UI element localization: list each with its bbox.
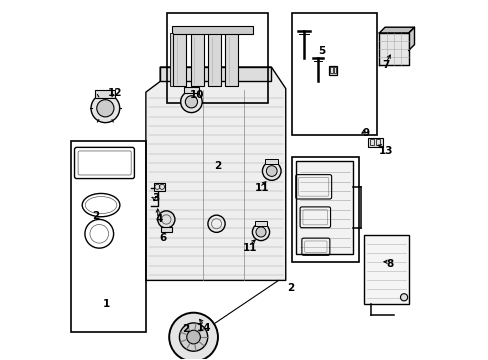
Bar [207, 33, 221, 86]
Text: 2: 2 [214, 161, 221, 171]
Polygon shape [408, 27, 414, 50]
Text: 13: 13 [378, 145, 393, 156]
Text: 10: 10 [189, 90, 204, 100]
Circle shape [400, 294, 407, 301]
Bar [160, 67, 271, 81]
Polygon shape [145, 67, 285, 280]
Circle shape [180, 91, 202, 113]
Bar [291, 157, 359, 262]
Bar [265, 159, 278, 164]
Text: 2: 2 [182, 324, 188, 334]
Polygon shape [379, 33, 408, 64]
Polygon shape [379, 27, 414, 33]
Text: 8: 8 [386, 259, 392, 269]
Bar [70, 140, 145, 332]
Bar [224, 33, 238, 86]
Bar [367, 138, 382, 147]
Circle shape [91, 94, 120, 123]
Bar [172, 26, 252, 34]
Bar [183, 87, 199, 93]
Text: 6: 6 [159, 233, 166, 243]
Bar [190, 33, 203, 86]
Bar [363, 235, 408, 304]
Text: 1: 1 [102, 299, 110, 309]
Bar [369, 139, 373, 145]
Text: 11: 11 [242, 243, 257, 253]
Text: 9: 9 [362, 129, 369, 138]
Circle shape [158, 211, 175, 228]
Bar [291, 13, 376, 135]
Bar [333, 67, 336, 73]
Bar [154, 183, 164, 191]
Text: 3: 3 [152, 193, 159, 203]
Bar [169, 33, 173, 86]
Bar [329, 67, 332, 73]
Text: 2: 2 [92, 211, 99, 221]
Bar [95, 90, 115, 98]
Circle shape [179, 323, 207, 351]
Circle shape [252, 224, 269, 240]
Circle shape [185, 96, 197, 108]
Bar [167, 13, 267, 103]
Text: 11: 11 [254, 183, 268, 193]
Circle shape [97, 100, 114, 117]
Bar [375, 139, 379, 145]
Circle shape [266, 166, 277, 176]
Text: 14: 14 [197, 323, 211, 333]
Text: 4: 4 [155, 215, 163, 224]
Bar [255, 221, 266, 226]
Circle shape [255, 227, 265, 237]
Circle shape [262, 162, 281, 180]
Circle shape [169, 313, 218, 360]
Bar [328, 66, 337, 75]
Text: 7: 7 [382, 60, 389, 70]
Bar [160, 227, 172, 231]
Circle shape [186, 330, 200, 344]
Text: 12: 12 [107, 88, 122, 98]
Text: 5: 5 [317, 46, 325, 56]
Bar [296, 161, 352, 253]
Text: 2: 2 [287, 283, 294, 293]
Bar [173, 33, 186, 86]
